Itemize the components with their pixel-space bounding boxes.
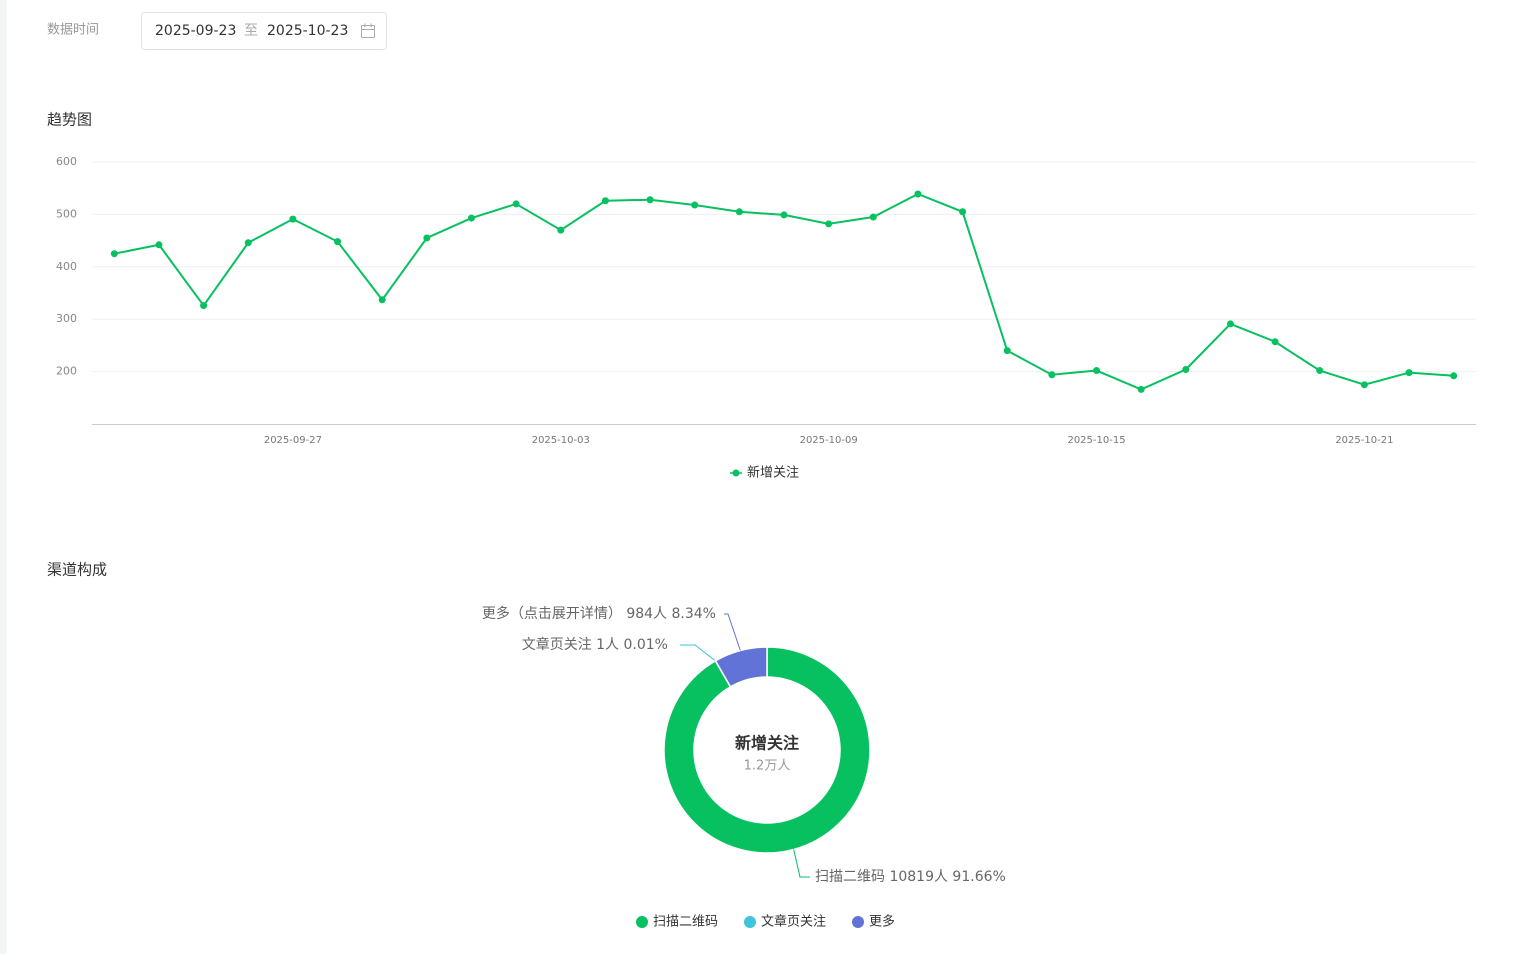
section-title: 渠道构成 — [47, 561, 107, 579]
y-tick-label: 600 — [56, 155, 77, 168]
data-point — [1450, 372, 1458, 380]
legend-label: 文章页关注 — [761, 914, 826, 930]
callout-line — [724, 613, 741, 651]
y-tick-label: 400 — [56, 260, 77, 273]
x-tick-label: 2025-09-27 — [264, 435, 322, 446]
data-point — [1405, 369, 1413, 377]
legend-marker — [636, 916, 648, 928]
data-point — [467, 214, 475, 222]
data-point — [869, 213, 877, 221]
data-point — [244, 239, 252, 247]
data-point — [601, 197, 609, 205]
legend-label: 新增关注 — [747, 465, 799, 481]
data-point — [1093, 367, 1101, 375]
date-picker[interactable] — [141, 12, 387, 50]
calendar-icon[interactable] — [361, 23, 375, 38]
data-point — [1271, 338, 1279, 346]
data-point — [289, 215, 297, 223]
data-point — [1316, 367, 1324, 375]
legend-marker — [744, 916, 756, 928]
date-start[interactable]: 2025-09-23 — [155, 23, 236, 39]
center-title: 新增关注 — [735, 734, 799, 753]
data-point — [110, 250, 118, 258]
donut-slice — [714, 646, 768, 688]
callout-line — [793, 849, 810, 878]
data-point — [959, 208, 967, 216]
data-point — [1003, 347, 1011, 355]
data-point — [646, 196, 654, 204]
data-point — [1182, 366, 1190, 374]
data-point — [512, 200, 520, 208]
date-separator: 至 — [244, 23, 258, 39]
data-point — [557, 226, 565, 234]
data-point — [334, 238, 342, 246]
y-tick-label: 300 — [56, 312, 77, 325]
data-point — [914, 190, 922, 198]
legend-marker — [732, 469, 740, 477]
slice-label: 更多（点击展开详情） 984人 8.34% — [482, 605, 716, 622]
y-tick-label: 200 — [56, 365, 77, 378]
filter-label: 数据时间 — [47, 23, 99, 38]
data-point — [200, 302, 208, 310]
slice-label: 扫描二维码 10819人 91.66% — [815, 869, 1006, 885]
slice-label: 文章页关注 1人 0.01% — [522, 636, 668, 653]
date-end[interactable]: 2025-10-23 — [267, 23, 348, 39]
sidebar-edge — [0, 0, 7, 954]
data-point — [735, 208, 743, 216]
data-point — [1048, 371, 1056, 379]
center-subtitle: 1.2万人 — [744, 759, 791, 774]
data-point — [691, 201, 699, 209]
data-point — [155, 241, 163, 249]
y-tick-label: 500 — [56, 207, 77, 220]
data-point — [780, 211, 788, 219]
data-point — [423, 234, 431, 242]
legend-label: 扫描二维码 — [653, 915, 718, 930]
data-point — [1360, 381, 1368, 389]
x-tick-label: 2025-10-21 — [1335, 435, 1393, 446]
line-series — [114, 192, 1454, 391]
data-point — [1226, 320, 1234, 328]
x-tick-label: 2025-10-15 — [1067, 435, 1125, 446]
data-point — [825, 220, 833, 228]
donut-slice — [663, 646, 871, 854]
x-tick-label: 2025-10-03 — [532, 435, 590, 446]
data-point — [1137, 385, 1145, 393]
legend-label: 更多 — [869, 914, 895, 930]
callout-line — [680, 644, 716, 662]
legend-marker — [852, 916, 864, 928]
x-tick-label: 2025-10-09 — [800, 435, 858, 446]
section-title: 趋势图 — [47, 111, 92, 129]
data-point — [378, 296, 386, 304]
